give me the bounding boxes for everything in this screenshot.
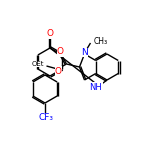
Text: O: O [57, 47, 64, 57]
Text: OEt: OEt [32, 61, 45, 67]
Text: O: O [47, 29, 54, 38]
Text: CF₃: CF₃ [38, 114, 54, 123]
Text: N: N [81, 48, 88, 57]
Text: CH₃: CH₃ [93, 38, 108, 47]
Text: O: O [55, 67, 62, 76]
Text: NH: NH [90, 83, 102, 92]
